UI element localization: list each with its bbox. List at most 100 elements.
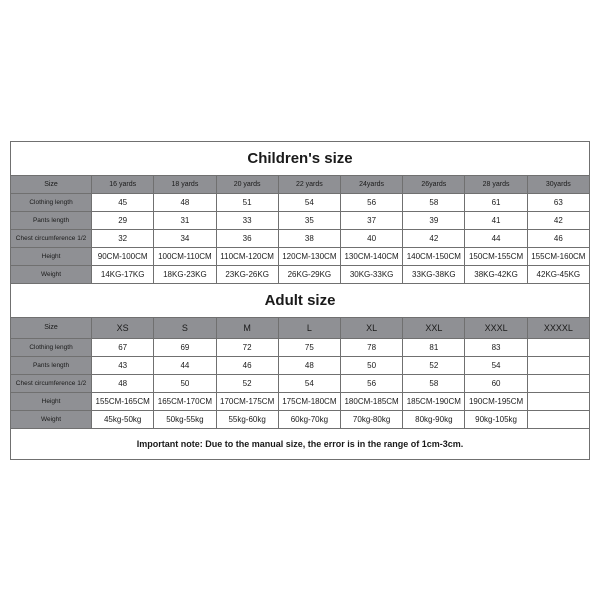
cell: 45 — [92, 193, 154, 211]
cell: 155CM-165CM — [92, 392, 154, 410]
cell: 42KG-45KG — [527, 265, 589, 283]
cell: 150CM-155CM — [465, 247, 527, 265]
cell: 100CM-110CM — [154, 247, 216, 265]
children-title: Children's size — [11, 141, 590, 175]
col-header: Size — [11, 175, 92, 193]
row-label: Chest circumference 1/2 — [11, 229, 92, 247]
cell: 58 — [403, 374, 465, 392]
adult-header-row: Size XS S M L XL XXL XXXL XXXXL — [11, 317, 590, 338]
cell: 72 — [216, 338, 278, 356]
row-label: Pants length — [11, 356, 92, 374]
cell: 50kg-55kg — [154, 410, 216, 428]
col-header: 18 yards — [154, 175, 216, 193]
table-row: Chest circumference 1/2 48 50 52 54 56 5… — [11, 374, 590, 392]
cell: 45kg-50kg — [92, 410, 154, 428]
row-label: Clothing length — [11, 193, 92, 211]
col-header: 22 yards — [278, 175, 340, 193]
size-chart-table: Children's size Size 16 yards 18 yards 2… — [10, 141, 590, 460]
cell: 90kg-105kg — [465, 410, 527, 428]
table-row: Height 90CM-100CM 100CM-110CM 110CM-120C… — [11, 247, 590, 265]
cell: 48 — [278, 356, 340, 374]
cell: 180CM-185CM — [340, 392, 402, 410]
col-header: M — [216, 317, 278, 338]
cell: 80kg-90kg — [403, 410, 465, 428]
cell: 14KG-17KG — [92, 265, 154, 283]
cell: 46 — [527, 229, 589, 247]
row-label: Clothing length — [11, 338, 92, 356]
cell: 42 — [403, 229, 465, 247]
col-header: L — [278, 317, 340, 338]
cell: 29 — [92, 211, 154, 229]
adult-title: Adult size — [11, 283, 590, 317]
cell: 69 — [154, 338, 216, 356]
important-note: Important note: Due to the manual size, … — [11, 428, 590, 459]
cell: 31 — [154, 211, 216, 229]
cell: 61 — [465, 193, 527, 211]
cell: 44 — [465, 229, 527, 247]
table-row: Pants length 43 44 46 48 50 52 54 — [11, 356, 590, 374]
cell: 67 — [92, 338, 154, 356]
cell: 34 — [154, 229, 216, 247]
cell: 54 — [278, 193, 340, 211]
cell: 83 — [465, 338, 527, 356]
cell: 170CM-175CM — [216, 392, 278, 410]
cell: 55kg-60kg — [216, 410, 278, 428]
row-label: Chest circumference 1/2 — [11, 374, 92, 392]
cell: 26KG-29KG — [278, 265, 340, 283]
cell: 41 — [465, 211, 527, 229]
cell: 48 — [154, 193, 216, 211]
cell: 43 — [92, 356, 154, 374]
table-row: Weight 14KG-17KG 18KG-23KG 23KG-26KG 26K… — [11, 265, 590, 283]
cell: 63 — [527, 193, 589, 211]
cell: 33KG-38KG — [403, 265, 465, 283]
cell: 175CM-180CM — [278, 392, 340, 410]
cell: 56 — [340, 193, 402, 211]
col-header: 24yards — [340, 175, 402, 193]
cell: 37 — [340, 211, 402, 229]
cell: 46 — [216, 356, 278, 374]
cell: 38 — [278, 229, 340, 247]
cell: 32 — [92, 229, 154, 247]
cell: 35 — [278, 211, 340, 229]
col-header: Size — [11, 317, 92, 338]
cell: 155CM-160CM — [527, 247, 589, 265]
cell: 190CM-195CM — [465, 392, 527, 410]
table-row: Chest circumference 1/2 32 34 36 38 40 4… — [11, 229, 590, 247]
row-label: Weight — [11, 410, 92, 428]
row-label: Height — [11, 247, 92, 265]
cell: 110CM-120CM — [216, 247, 278, 265]
cell: 51 — [216, 193, 278, 211]
col-header: XXL — [403, 317, 465, 338]
cell: 52 — [216, 374, 278, 392]
cell: 44 — [154, 356, 216, 374]
col-header: 28 yards — [465, 175, 527, 193]
cell: 38KG-42KG — [465, 265, 527, 283]
cell — [527, 338, 589, 356]
cell: 48 — [92, 374, 154, 392]
col-header: XL — [340, 317, 402, 338]
row-label: Height — [11, 392, 92, 410]
col-header: 16 yards — [92, 175, 154, 193]
cell: 81 — [403, 338, 465, 356]
cell: 58 — [403, 193, 465, 211]
table-row: Pants length 29 31 33 35 37 39 41 42 — [11, 211, 590, 229]
cell: 60kg-70kg — [278, 410, 340, 428]
cell: 42 — [527, 211, 589, 229]
cell: 50 — [154, 374, 216, 392]
cell: 130CM-140CM — [340, 247, 402, 265]
cell: 75 — [278, 338, 340, 356]
cell: 120CM-130CM — [278, 247, 340, 265]
table-row: Clothing length 45 48 51 54 56 58 61 63 — [11, 193, 590, 211]
table-row: Clothing length 67 69 72 75 78 81 83 — [11, 338, 590, 356]
cell — [527, 374, 589, 392]
table-row: Weight 45kg-50kg 50kg-55kg 55kg-60kg 60k… — [11, 410, 590, 428]
cell — [527, 392, 589, 410]
cell: 90CM-100CM — [92, 247, 154, 265]
children-header-row: Size 16 yards 18 yards 20 yards 22 yards… — [11, 175, 590, 193]
cell — [527, 356, 589, 374]
cell: 39 — [403, 211, 465, 229]
cell: 30KG-33KG — [340, 265, 402, 283]
col-header: S — [154, 317, 216, 338]
cell: 165CM-170CM — [154, 392, 216, 410]
col-header: XXXXL — [527, 317, 589, 338]
